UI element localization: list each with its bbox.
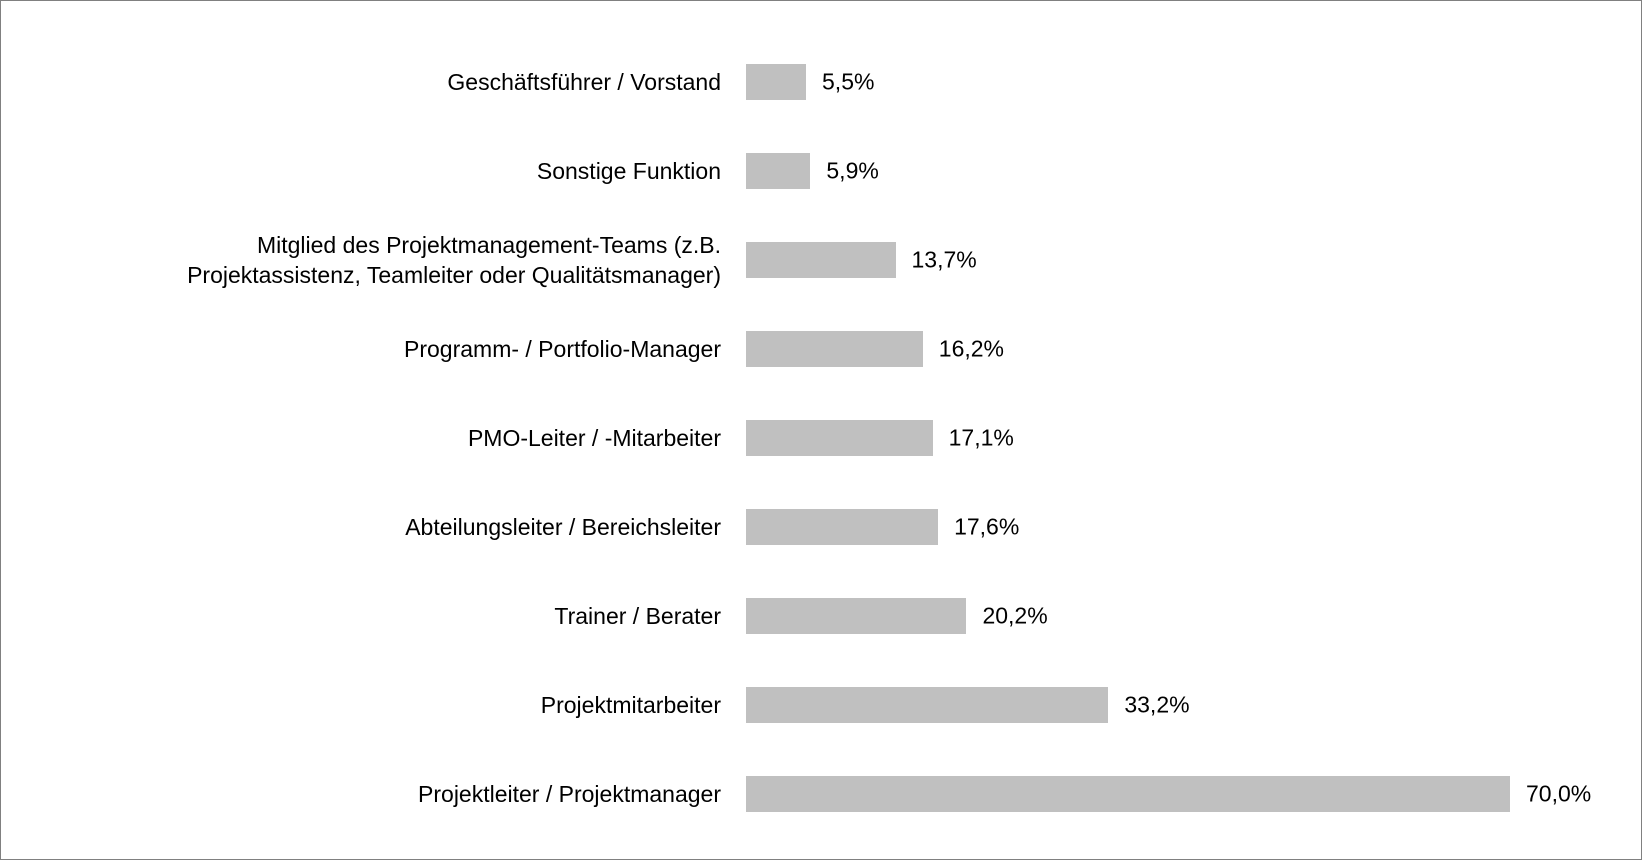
value-label: 16,2% bbox=[938, 335, 1005, 362]
bar bbox=[746, 153, 811, 189]
bar bbox=[746, 687, 1109, 723]
value-label: 5,9% bbox=[826, 157, 879, 184]
value-label: 17,6% bbox=[954, 513, 1020, 540]
category-label: Geschäftsführer / Vorstand bbox=[447, 69, 721, 95]
value-label: 70,0% bbox=[1526, 780, 1592, 807]
bar bbox=[746, 420, 933, 456]
bar bbox=[746, 776, 1510, 812]
value-label: 5,5% bbox=[822, 68, 875, 95]
bar bbox=[746, 242, 896, 278]
category-label: Projektmitarbeiter bbox=[540, 692, 721, 718]
category-label: Projektleiter / Projektmanager bbox=[418, 781, 721, 807]
bar bbox=[746, 64, 807, 100]
category-label: PMO-Leiter / -Mitarbeiter bbox=[467, 425, 721, 451]
bar bbox=[746, 598, 967, 634]
category-label: Sonstige Funktion bbox=[536, 158, 721, 184]
category-label: Abteilungsleiter / Bereichsleiter bbox=[405, 514, 721, 540]
category-label: Mitglied des Projektmanagement-Teams (z.… bbox=[187, 232, 721, 288]
category-label: Trainer / Berater bbox=[554, 603, 721, 629]
value-label: 17,1% bbox=[948, 424, 1014, 451]
bar bbox=[746, 331, 923, 367]
value-label: 33,2% bbox=[1124, 691, 1190, 718]
value-label: 20,2% bbox=[982, 602, 1048, 629]
value-label: 13,7% bbox=[911, 246, 977, 273]
bar bbox=[746, 509, 939, 545]
category-label: Programm- / Portfolio-Manager bbox=[404, 336, 721, 362]
